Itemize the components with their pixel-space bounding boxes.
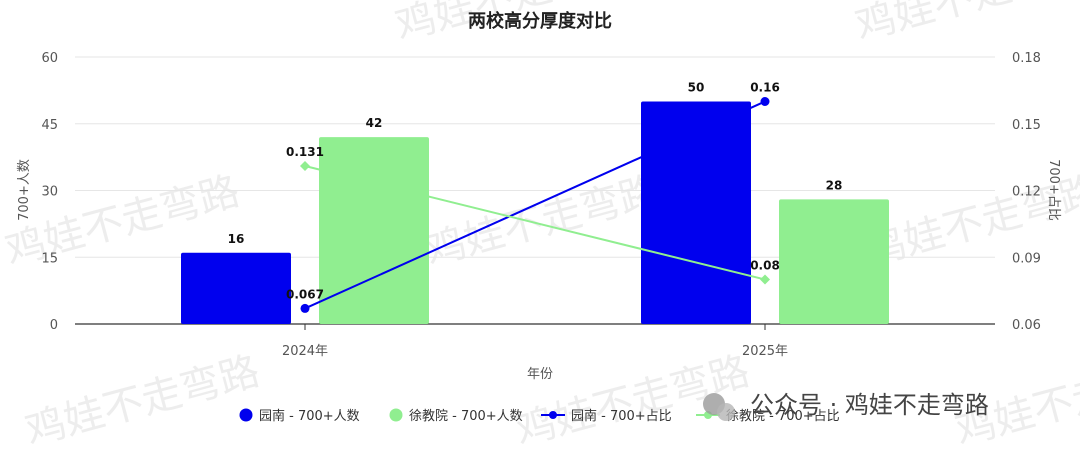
series-line xyxy=(304,165,766,281)
y-tick-label: 30 xyxy=(41,185,58,200)
legend-label: 园南 - 700+占比 xyxy=(571,408,672,424)
y2-tick-label: 0.18 xyxy=(1012,51,1041,66)
legend-label: 徐教院 - 700+人数 xyxy=(409,408,523,424)
bar xyxy=(181,252,291,324)
line-point xyxy=(300,161,310,172)
y-tick-label: 15 xyxy=(41,251,58,266)
bar xyxy=(319,137,429,324)
y2-tick-label: 0.06 xyxy=(1012,318,1041,333)
legend-marker xyxy=(239,408,253,422)
y2-tick-label: 0.12 xyxy=(1012,185,1041,200)
y-axis-left: 0 15 30 45 60 xyxy=(41,51,58,333)
legend: 园南 - 700+人数 徐教院 - 700+人数 园南 - 700+占比 徐教院 - … xyxy=(239,408,840,424)
y-tick-label: 45 xyxy=(41,118,58,133)
y-axis-right: 0.06 0.09 0.12 0.15 0.18 xyxy=(1012,51,1041,333)
x-tick-label: 2024年 xyxy=(282,344,328,359)
watermark-text: 鸡娃不走弯路 xyxy=(421,168,665,275)
y2-tick-label: 0.15 xyxy=(1012,118,1041,133)
bar-value-label: 42 xyxy=(366,116,383,130)
bar-value-label: 16 xyxy=(228,232,245,246)
watermark-text: 鸡娃不走弯路 xyxy=(851,0,1080,50)
x-axis-label: 年份 xyxy=(527,367,553,382)
chart-title: 两校高分厚度对比 xyxy=(468,10,612,32)
legend-marker xyxy=(549,411,557,419)
legend-label: 园南 - 700+人数 xyxy=(259,408,360,424)
watermark-text: 鸡娃不走弯路 xyxy=(21,348,265,449)
account-watermark: 公众号 · 鸡娃不走弯路 xyxy=(750,391,989,419)
bar-value-label: 50 xyxy=(688,81,705,95)
x-tick-label: 2025年 xyxy=(742,344,788,359)
line-value-label: 0.131 xyxy=(286,145,324,159)
y2-axis-label: 700+占比 xyxy=(1046,159,1061,221)
y-tick-label: 0 xyxy=(50,318,58,333)
legend-marker xyxy=(389,408,403,422)
bar-value-label: 28 xyxy=(826,178,843,192)
line-point xyxy=(760,274,770,285)
wechat-icon xyxy=(703,393,735,421)
line-point xyxy=(760,97,770,106)
line-point xyxy=(300,303,310,313)
y-tick-label: 60 xyxy=(41,51,58,66)
line-value-label: 0.08 xyxy=(750,259,780,273)
line-value-label: 0.067 xyxy=(286,287,324,301)
line-value-label: 0.16 xyxy=(750,81,780,95)
bar xyxy=(641,101,751,324)
legend-label: 徐教院 - 700+占比 xyxy=(726,408,840,424)
series-line xyxy=(304,100,766,310)
x-axis: 2024年 2025年 xyxy=(282,324,788,359)
data-labels: 16 50 42 28 0.067 0.16 0.131 0.08 xyxy=(228,81,843,302)
y2-tick-label: 0.09 xyxy=(1012,251,1041,266)
lines xyxy=(300,97,770,313)
bar xyxy=(779,199,889,324)
y-axis-label: 700+人数 xyxy=(17,159,32,221)
